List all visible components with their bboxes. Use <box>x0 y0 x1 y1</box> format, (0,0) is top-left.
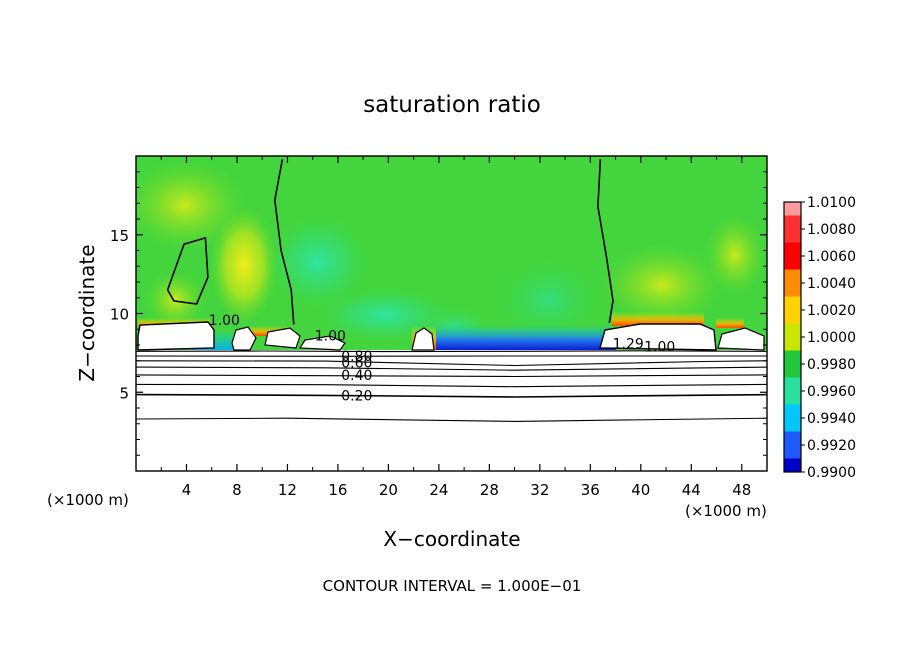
x-axis: 4 8 12 16 20 24 28 32 36 40 44 48 <box>160 156 751 499</box>
colorbar-label-7: 0.9960 <box>807 384 856 400</box>
colorbar-label-5: 1.0000 <box>807 330 856 346</box>
colorbar-swatch-6b <box>784 377 801 392</box>
y-tick-label-10: 10 <box>110 306 129 324</box>
contour-label-6: 1.29 <box>613 336 644 352</box>
colorbar-swatch-1a <box>784 229 801 243</box>
contour-interval-note: CONTOUR INTERVAL = 1.000E−01 <box>323 577 582 595</box>
contour-labels: 1.001.000.800.600.400.201.291.00 <box>209 313 676 405</box>
colorbar-label-10: 0.9900 <box>807 465 856 481</box>
x-tick-label-36: 36 <box>581 481 600 499</box>
x-tick-label-16: 16 <box>328 481 347 499</box>
x-tick-label-48: 48 <box>732 481 751 499</box>
contour-label-7: 1.00 <box>644 340 675 356</box>
contour-line-5 <box>136 360 767 367</box>
colorbar-swatch-0a <box>784 202 801 216</box>
colorbar-swatch-1b <box>784 242 801 257</box>
y-axis-label: Z−coordinate <box>75 244 99 381</box>
colorbar-swatch-3a <box>784 283 801 297</box>
x-tick-label-32: 32 <box>530 481 549 499</box>
colorbar-swatch-4b <box>784 323 801 338</box>
colorbar-swatch-5b <box>784 350 801 365</box>
y-axis: 5 10 15 <box>110 171 767 456</box>
colorbar-label-1: 1.0080 <box>807 222 856 238</box>
x-tick-label-40: 40 <box>631 481 650 499</box>
contour-line-1 <box>597 159 614 324</box>
x-axis-label: X−coordinate <box>383 527 520 551</box>
colorbar-swatch-5a <box>784 337 801 351</box>
colorbar-swatch-8b <box>784 431 801 446</box>
x-unit-left: (×1000 m) <box>47 491 129 509</box>
x-tick-label-4: 4 <box>182 481 192 499</box>
colorbar-label-9: 0.9920 <box>807 438 856 454</box>
colorbar-swatch-2b <box>784 269 801 284</box>
contour-label-0: 1.00 <box>209 313 240 329</box>
y-tick-label-5: 5 <box>119 384 129 402</box>
x-unit-right: (×1000 m) <box>685 502 767 520</box>
colorbar-label-0: 1.0100 <box>807 195 856 211</box>
saturation-field: 1.001.000.800.600.400.201.291.00 <box>136 156 767 471</box>
colorbar-swatch-2a <box>784 256 801 270</box>
colorbar-swatch-9a <box>784 445 801 459</box>
colorbar: 1.0100 1.0080 1.0060 1.0040 1.0020 1.0000 0.99… <box>783 195 856 481</box>
contour-label-1: 1.00 <box>315 329 346 345</box>
x-tick-label-12: 12 <box>278 481 297 499</box>
contour-line-6 <box>136 366 767 371</box>
contour-line-9 <box>136 393 767 398</box>
x-tick-label-20: 20 <box>379 481 398 499</box>
x-tick-label-44: 44 <box>682 481 701 499</box>
contour-label-2: 0.80 <box>341 349 372 365</box>
contour-lines <box>136 158 767 422</box>
colorbar-label-3: 1.0040 <box>807 276 856 292</box>
contour-line-2 <box>166 236 209 305</box>
contour-label-3: 0.60 <box>341 355 372 371</box>
colorbar-swatch-4a <box>784 310 801 324</box>
contour-line-8 <box>136 383 767 388</box>
colorbar-label-6: 0.9980 <box>807 357 856 373</box>
contour-label-5: 0.20 <box>341 388 372 404</box>
colorbar-swatch-6a <box>784 364 801 378</box>
x-tick-label-28: 28 <box>480 481 499 499</box>
colorbar-swatch-8a <box>784 418 801 432</box>
colorbar-swatch-9b <box>784 458 801 473</box>
contour-line-0 <box>273 158 295 325</box>
contour-label-4: 0.40 <box>341 368 372 384</box>
contour-line-10 <box>136 417 767 422</box>
colorbar-swatch-0b <box>784 215 801 230</box>
chart-title: saturation ratio <box>363 92 541 118</box>
colorbar-swatch-3b <box>784 296 801 311</box>
x-tick-label-8: 8 <box>232 481 242 499</box>
y-tick-label-15: 15 <box>110 227 129 245</box>
colorbar-swatch-7a <box>784 391 801 405</box>
colorbar-swatch-7b <box>784 404 801 419</box>
x-tick-label-24: 24 <box>429 481 448 499</box>
colorbar-label-2: 1.0060 <box>807 249 856 265</box>
contour-line-3 <box>136 350 767 353</box>
colorbar-label-4: 1.0020 <box>807 303 856 319</box>
contour-line-7 <box>136 374 767 378</box>
colorbar-label-8: 0.9940 <box>807 411 856 427</box>
